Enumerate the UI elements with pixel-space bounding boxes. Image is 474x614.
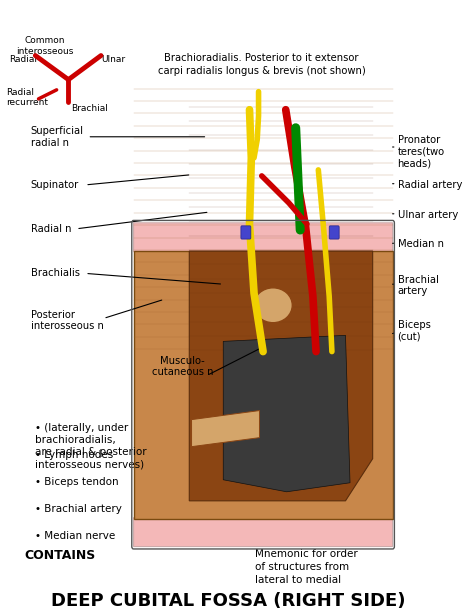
FancyBboxPatch shape (241, 226, 251, 239)
Polygon shape (189, 251, 373, 501)
Text: Radial: Radial (9, 55, 37, 64)
Text: Brachial
artery: Brachial artery (398, 274, 438, 296)
FancyBboxPatch shape (134, 518, 392, 546)
Text: Superficial
radial n: Superficial radial n (31, 126, 84, 147)
Text: Brachial: Brachial (72, 104, 109, 113)
Text: • Biceps tendon: • Biceps tendon (36, 476, 119, 487)
Text: Radial
recurrent: Radial recurrent (6, 88, 48, 107)
FancyBboxPatch shape (329, 226, 339, 239)
Text: Common
interosseous: Common interosseous (16, 36, 73, 56)
Text: Brachialis: Brachialis (31, 268, 80, 278)
Text: • Brachial artery: • Brachial artery (36, 504, 122, 514)
Text: (tendon-artery-nerve): (tendon-artery-nerve) (232, 436, 346, 446)
Text: Median n: Median n (398, 239, 444, 249)
Text: Ulnar: Ulnar (101, 55, 125, 64)
Text: Biceps
(cut): Biceps (cut) (398, 321, 430, 342)
Polygon shape (134, 251, 392, 519)
Text: Supinator: Supinator (31, 180, 79, 190)
Text: Brachioradialis. Posterior to it extensor
carpi radialis longus & brevis (not sh: Brachioradialis. Posterior to it extenso… (158, 53, 365, 76)
Text: T  A  N: T A N (253, 465, 325, 484)
FancyBboxPatch shape (134, 223, 392, 252)
Text: CONTAINS: CONTAINS (24, 549, 95, 562)
Text: Posterior
interosseous n: Posterior interosseous n (31, 309, 104, 331)
Ellipse shape (254, 288, 292, 323)
Text: DEEP CUBITAL FOSSA (RIGHT SIDE): DEEP CUBITAL FOSSA (RIGHT SIDE) (51, 593, 405, 610)
Text: Pronator
teres(two
heads): Pronator teres(two heads) (398, 135, 445, 168)
Text: • Lymph nodes: • Lymph nodes (36, 449, 114, 460)
Polygon shape (223, 335, 350, 492)
Text: • (laterally, under
brachioradialis,
are radial & posterior
interosseous nerves): • (laterally, under brachioradialis, are… (36, 422, 147, 470)
Text: Radial n: Radial n (31, 224, 71, 234)
Text: • Median nerve: • Median nerve (36, 531, 116, 541)
Text: Ulnar artery: Ulnar artery (398, 210, 458, 220)
Text: Radial artery: Radial artery (398, 180, 462, 190)
Polygon shape (191, 411, 259, 446)
Text: Mnemonic for order
of structures from
lateral to medial: Mnemonic for order of structures from la… (255, 549, 358, 585)
Text: Musculo-
cutaneous n: Musculo- cutaneous n (152, 356, 213, 378)
